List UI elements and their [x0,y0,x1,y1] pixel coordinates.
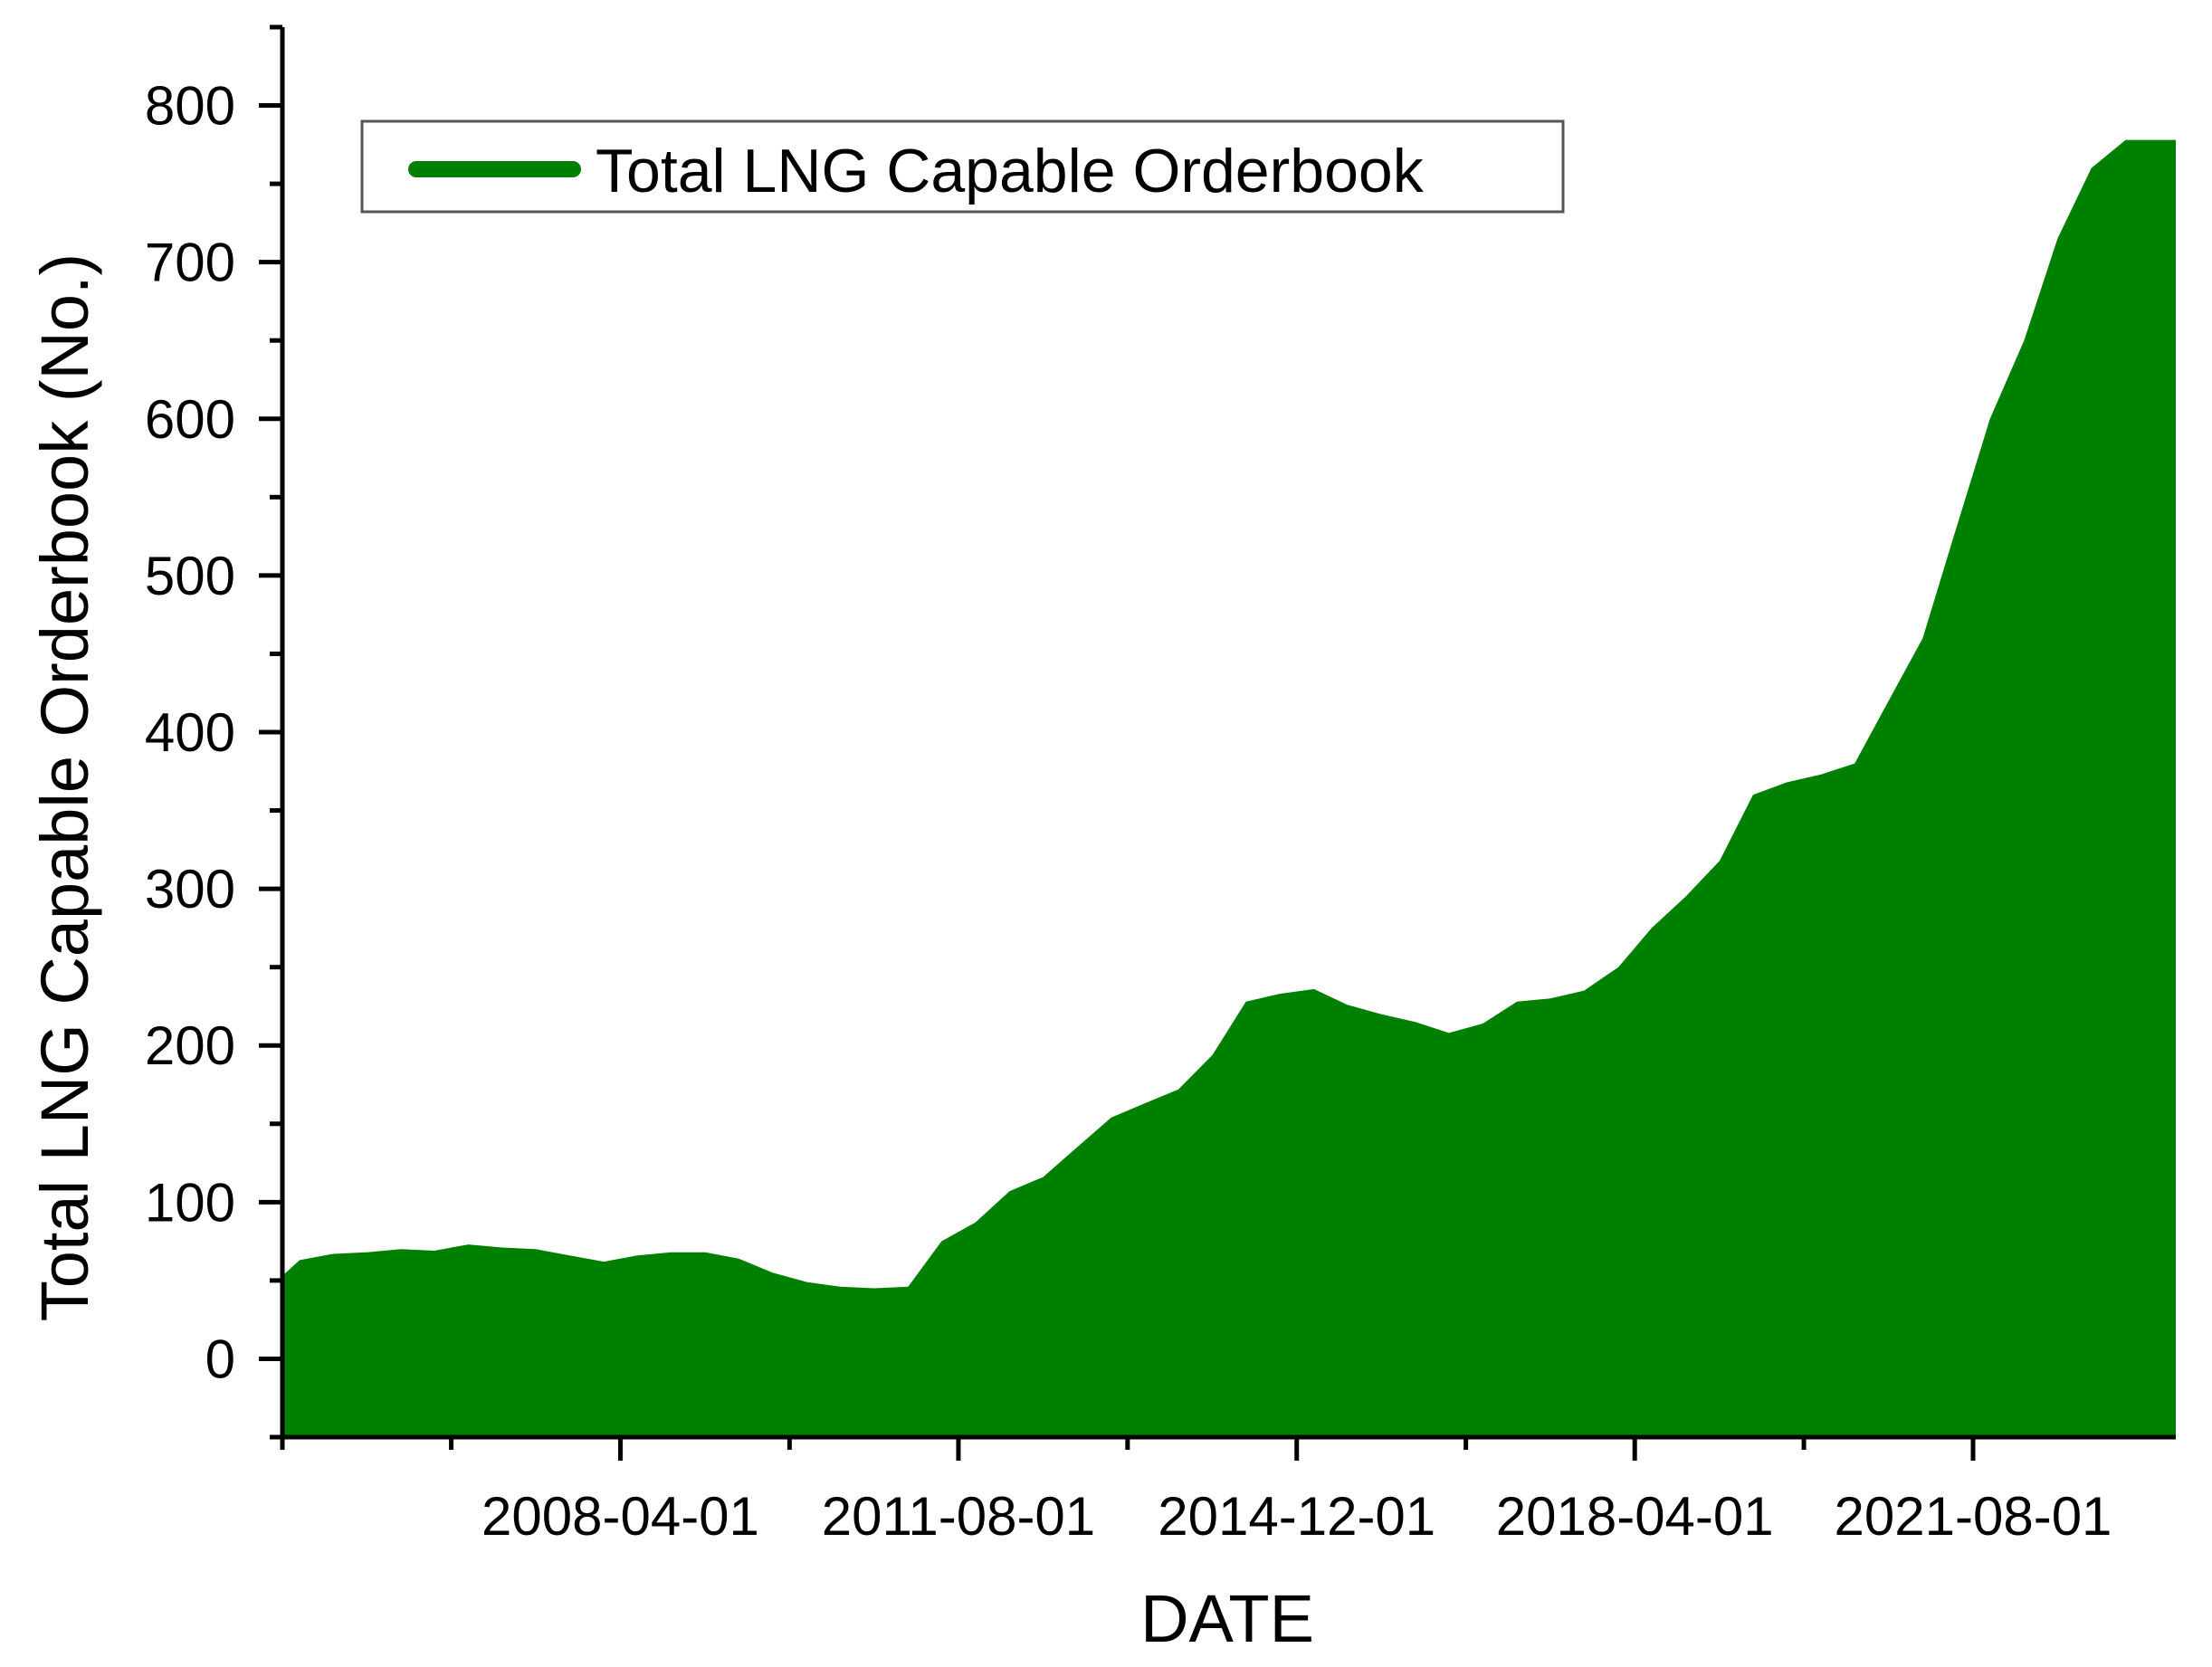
legend-label: Total LNG Capable Orderbook [596,137,1425,205]
axes: 0 100 200 300 400 500 600 700 800 2008-04-01 2011… [145,24,2176,1547]
y-tick-label: 300 [145,859,235,919]
y-tick-label: 400 [145,702,235,763]
y-tick-label: 100 [145,1172,235,1233]
x-tick-label: 2018-04-01 [1496,1486,1774,1547]
x-axis-ticks: 2008-04-01 2011-08-01 2014-12-01 2018-04-01… [280,1437,2112,1547]
y-axis-title: Total LNG Capable Orderbook (No.) [27,253,102,1321]
y-tick-label: 600 [145,389,235,450]
plot-area [282,139,2176,1438]
x-tick-label: 2011-08-01 [822,1486,1095,1547]
series-area [282,139,2176,1438]
y-tick-label: 0 [205,1329,235,1389]
x-axis-title: DATE [1140,1581,1314,1656]
x-tick-label: 2014-12-01 [1158,1486,1435,1547]
x-tick-label: 2008-04-01 [481,1486,759,1547]
legend: Total LNG Capable Orderbook [360,119,1565,214]
y-tick-label: 200 [145,1015,235,1076]
y-tick-label: 800 [145,76,235,137]
y-tick-label: 700 [145,233,235,293]
y-tick-label: 500 [145,546,235,606]
y-axis-ticks: 0 100 200 300 400 500 600 700 800 [145,24,282,1440]
x-tick-label: 2021-08-01 [1835,1486,2112,1547]
